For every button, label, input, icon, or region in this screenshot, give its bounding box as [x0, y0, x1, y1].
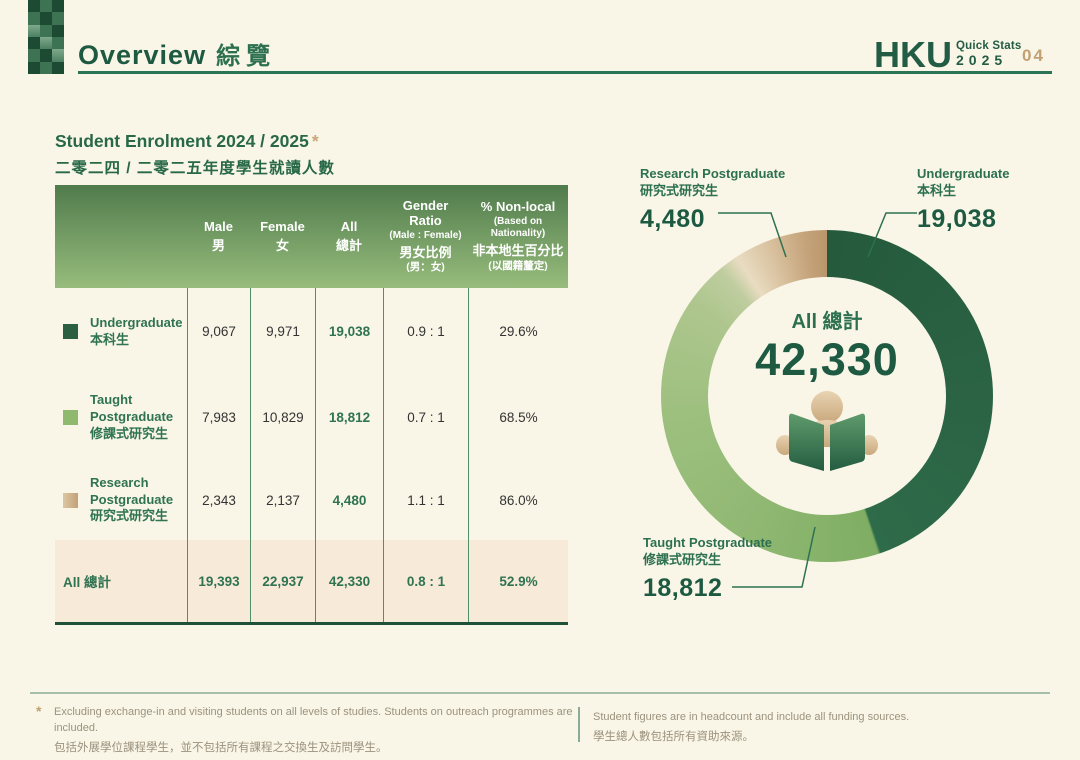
callout-value: 4,480: [640, 204, 706, 233]
header-cell-male: Male 男: [204, 218, 233, 253]
cell-gender-ratio: 0.8 : 1: [383, 540, 468, 622]
table-row-undergraduate: Undergraduate 本科生 9,067 9,971 19,038 0.9…: [55, 288, 568, 375]
page-title: Overview 綜覽: [78, 36, 276, 71]
section-title-en: Student Enrolment 2024 / 2025: [55, 131, 309, 151]
reading-student-icon: [775, 387, 879, 488]
row-label: Undergraduate 本科生: [90, 314, 183, 347]
hku-logo: HKU Quick Stats 2025: [874, 34, 1021, 75]
donut-center-total: 42,330: [755, 334, 899, 385]
research-postgraduate-swatch-icon: [63, 492, 78, 508]
cell-female: 2,137: [250, 460, 315, 540]
footnote-left-en: Excluding exchange-in and visiting stude…: [54, 706, 573, 734]
enrolment-table: Male 男 Female 女 All 總計 Gender Ratio (Mal…: [55, 185, 568, 625]
section-subtitle-zh: 二零二四 / 二零二五年度學生就讀人數: [55, 160, 335, 177]
callout-research-postgraduate: Research Postgraduate 研究式研究生 4,480: [640, 166, 785, 235]
cell-male: 7,983: [187, 375, 250, 460]
footnote-right-zh: 學生總人數包括所有資助來源。: [593, 730, 754, 743]
cell-all: 4,480: [315, 460, 383, 540]
cell-all: 42,330: [315, 540, 383, 622]
donut-ring: All 總計 42,330: [661, 230, 993, 562]
callout-value: 18,812: [643, 573, 723, 602]
cell-gender-ratio: 0.7 : 1: [383, 375, 468, 460]
cell-male: 9,067: [187, 288, 250, 375]
header-cell-non-local: % Non-local (Based on Nationality) 非本地生百…: [472, 199, 564, 272]
hku-logo-year: 2025: [956, 52, 1008, 68]
decorative-checker-pattern: [28, 0, 64, 74]
table-header-row: Male 男 Female 女 All 總計 Gender Ratio (Mal…: [55, 185, 568, 288]
header-cell-gender-ratio: Gender Ratio (Male : Female) 男女比例 (男：女): [389, 197, 462, 274]
callout-taught-postgraduate: Taught Postgraduate 修課式研究生 18,812: [643, 535, 772, 604]
cell-non-local: 68.5%: [468, 375, 568, 460]
cell-female: 10,829: [250, 375, 315, 460]
enrolment-donut-chart: All 總計 42,330: [620, 160, 1080, 620]
row-label: Research Postgraduate 研究式研究生: [90, 474, 174, 524]
cell-gender-ratio: 0.9 : 1: [383, 288, 468, 375]
header-cell-all: All 總計: [335, 218, 362, 253]
footnote-right-en: Student figures are in headcount and inc…: [593, 711, 910, 723]
donut-center: All 總計 42,330: [708, 277, 946, 515]
cell-non-local: 29.6%: [468, 288, 568, 375]
cell-gender-ratio: 1.1 : 1: [383, 460, 468, 540]
callout-undergraduate: Undergraduate 本科生 19,038: [917, 166, 1009, 235]
undergraduate-swatch-icon: [63, 324, 78, 339]
footnote-right: Student figures are in headcount and inc…: [593, 710, 1033, 746]
footnote-asterisk: *: [36, 703, 42, 719]
donut-center-label: All 總計: [791, 311, 863, 333]
page-number: 04: [1022, 46, 1045, 65]
row-label: Taught Postgraduate 修課式研究生: [90, 392, 174, 441]
header-cell-blank: [55, 185, 187, 288]
table-row-total: All 總計 19,393 22,937 42,330 0.8 : 1 52.9…: [55, 540, 568, 622]
cell-all: 18,812: [315, 375, 383, 460]
cell-male: 2,343: [187, 460, 250, 540]
footnote-left-zh: 包括外展學位課程學生，並不包括所有課程之交換生及訪問學生。: [54, 741, 388, 754]
cell-non-local: 86.0%: [468, 460, 568, 540]
footnote-marker: *: [311, 131, 319, 151]
cell-female: 22,937: [250, 540, 315, 622]
header-cell-female: Female 女: [260, 218, 305, 253]
table-row-taught-postgraduate: Taught Postgraduate 修課式研究生 7,983 10,829 …: [55, 375, 568, 460]
cell-all: 19,038: [315, 288, 383, 375]
cell-female: 9,971: [250, 288, 315, 375]
hku-logo-quick-stats: Quick Stats: [956, 40, 1022, 52]
footnote-divider-rule: [30, 692, 1050, 694]
callout-value: 19,038: [917, 204, 997, 233]
cell-male: 19,393: [187, 540, 250, 622]
hku-logo-name: HKU: [874, 34, 952, 75]
page-title-zh: 綜覽: [216, 43, 277, 70]
footnote-vertical-divider: [578, 707, 580, 742]
table-row-research-postgraduate: Research Postgraduate 研究式研究生 2,343 2,137…: [55, 460, 568, 540]
cell-non-local: 52.9%: [468, 540, 568, 622]
header-divider: [78, 71, 1052, 74]
taught-postgraduate-swatch-icon: [63, 410, 78, 425]
section-title: Student Enrolment 2024 / 2025 *: [55, 131, 319, 152]
hku-logo-tagline: Quick Stats 2025: [956, 40, 1021, 71]
footnote-left: Excluding exchange-in and visiting stude…: [54, 705, 582, 757]
total-row-label: All 總計: [63, 575, 112, 590]
page-title-en: Overview: [78, 40, 207, 70]
